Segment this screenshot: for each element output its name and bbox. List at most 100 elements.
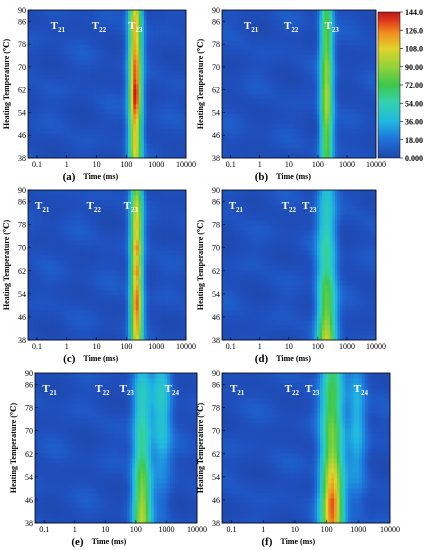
- x-tick-label: 10000: [187, 525, 207, 534]
- y-tick-label: 46: [25, 496, 33, 505]
- x-tick-label: 0.1: [226, 342, 236, 351]
- x-tick-label: 0.1: [226, 160, 236, 169]
- x-tick-label: 10: [285, 342, 293, 351]
- y-tick-label: 62: [212, 267, 220, 276]
- x-tick-label: 100: [321, 525, 333, 534]
- plot-frame: [34, 372, 198, 524]
- colorbar-tick-label: 126.0: [405, 26, 423, 35]
- y-axis-label: Heating Temperature (℃): [2, 220, 11, 311]
- colorbar-tick-label: 108.0: [405, 45, 423, 54]
- panel-label: (d): [255, 353, 269, 365]
- x-tick-label: 100: [130, 525, 142, 534]
- peak-label-t24: T24: [165, 383, 180, 397]
- x-tick-label: 1000: [339, 342, 355, 351]
- x-tick-label: 1000: [339, 160, 355, 169]
- x-tick-label: 1: [258, 342, 262, 351]
- peak-label-t23: T23: [120, 383, 135, 397]
- peak-label-t23: T23: [124, 200, 139, 214]
- x-tick-label: 1: [258, 160, 262, 169]
- y-axis-label: Heating Temperature (℃): [196, 39, 205, 130]
- y-tick-label: 86: [18, 17, 26, 26]
- x-tick-label: 1: [65, 160, 69, 169]
- y-tick-label: 46: [212, 131, 220, 140]
- peak-label-t21: T21: [35, 200, 50, 214]
- colorbar-tick-label: 36.00: [405, 118, 423, 127]
- x-tick-label: 0.1: [39, 525, 49, 534]
- y-tick-label: 90: [18, 186, 26, 195]
- heatmap-cells: [28, 10, 187, 159]
- peak-label-t21: T21: [244, 20, 259, 34]
- y-tick-label: 38: [212, 154, 220, 163]
- peak-label-t22: T22: [95, 383, 110, 397]
- y-tick-label: 54: [212, 108, 220, 117]
- x-tick-label: 10000: [176, 342, 196, 351]
- peak-label-t22: T22: [285, 383, 300, 397]
- x-tick-label: 100: [120, 160, 132, 169]
- y-tick-label: 78: [212, 40, 220, 49]
- y-axis-label: Heating Temperature (℃): [2, 39, 11, 130]
- x-tick-label: 10: [101, 525, 109, 534]
- peak-label-t21: T21: [51, 20, 66, 34]
- y-tick-label: 54: [212, 290, 220, 299]
- y-tick-label: 54: [18, 290, 26, 299]
- plot-frame: [221, 372, 391, 524]
- y-axis-label: Heating Temperature (℃): [196, 220, 205, 311]
- heatmap-cells: [222, 373, 391, 524]
- x-tick-label: 0.1: [32, 160, 42, 169]
- peak-label-t23: T23: [128, 20, 143, 34]
- x-tick-label: 1: [261, 525, 265, 534]
- plot-frame: [221, 189, 377, 341]
- y-tick-label: 78: [212, 221, 220, 230]
- y-tick-label: 70: [212, 427, 220, 436]
- x-axis-label: Time (ms): [276, 172, 311, 181]
- y-tick-label: 78: [18, 221, 26, 230]
- x-tick-label: 100: [312, 342, 324, 351]
- panel-f: 38 46 54 62 70 78 86 90 0.1 1 10 100 1000 10000 Heatin…: [196, 369, 400, 548]
- x-tick-label: 0.1: [227, 525, 237, 534]
- x-tick-label: 10: [93, 342, 101, 351]
- y-axis-label: Heating Temperature (℃): [9, 403, 18, 494]
- y-tick-label: 78: [25, 404, 33, 413]
- colorbar-tick-label: 0.000: [405, 154, 423, 163]
- y-tick-label: 38: [25, 519, 33, 528]
- x-axis-label: Time (ms): [83, 172, 118, 181]
- peak-label-t24: T24: [354, 383, 369, 397]
- x-tick-label: 100: [312, 160, 324, 169]
- x-axis-label: Time (ms): [276, 354, 311, 363]
- panel-label: (a): [63, 171, 76, 183]
- y-tick-label: 62: [212, 86, 220, 95]
- panel-b: 38 46 54 62 70 78 86 90 0.1 1 10 100 1000 10000 Heatin…: [196, 6, 386, 183]
- x-tick-label: 0.1: [32, 342, 42, 351]
- y-tick-label: 70: [18, 244, 26, 253]
- panel-d: 38 46 54 62 70 78 86 90 0.1 1 10 100 1000 10000 Heatin…: [196, 186, 386, 365]
- heatmap-cells: [28, 190, 187, 341]
- colorbar-tick-label: 144.0: [405, 8, 423, 17]
- heatmap-cells: [35, 373, 198, 524]
- x-axis-label: Time (ms): [83, 354, 118, 363]
- panel-a: 38 46 54 62 70 78 86 90 0.1 1 10 100 1000 10000 Heatin…: [2, 6, 196, 183]
- panel-label: (c): [63, 353, 76, 365]
- y-tick-label: 54: [25, 473, 33, 482]
- y-tick-label: 38: [18, 154, 26, 163]
- y-tick-label: 78: [212, 404, 220, 413]
- peak-label-t22: T22: [284, 20, 299, 34]
- peak-label-t22: T22: [87, 200, 102, 214]
- y-tick-label: 90: [212, 186, 220, 195]
- y-tick-label: 62: [18, 267, 26, 276]
- x-tick-label: 10000: [380, 525, 400, 534]
- panel-e: 38 46 54 62 70 78 86 90 0.1 1 10 100 1000 10000 Heatin…: [9, 369, 207, 548]
- x-tick-label: 1: [65, 342, 69, 351]
- x-tick-label: 1000: [158, 525, 174, 534]
- x-axis-label: Time (ms): [280, 537, 315, 546]
- peak-label-t21: T21: [42, 383, 57, 397]
- colorbar-tick-label: 90.00: [405, 63, 423, 72]
- x-tick-label: 10000: [366, 160, 386, 169]
- y-tick-label: 46: [18, 131, 26, 140]
- x-axis-label: Time (ms): [92, 537, 127, 546]
- y-tick-label: 38: [212, 336, 220, 345]
- x-tick-label: 1: [73, 525, 77, 534]
- y-tick-label: 54: [212, 473, 220, 482]
- x-tick-label: 10: [93, 160, 101, 169]
- y-tick-label: 70: [212, 244, 220, 253]
